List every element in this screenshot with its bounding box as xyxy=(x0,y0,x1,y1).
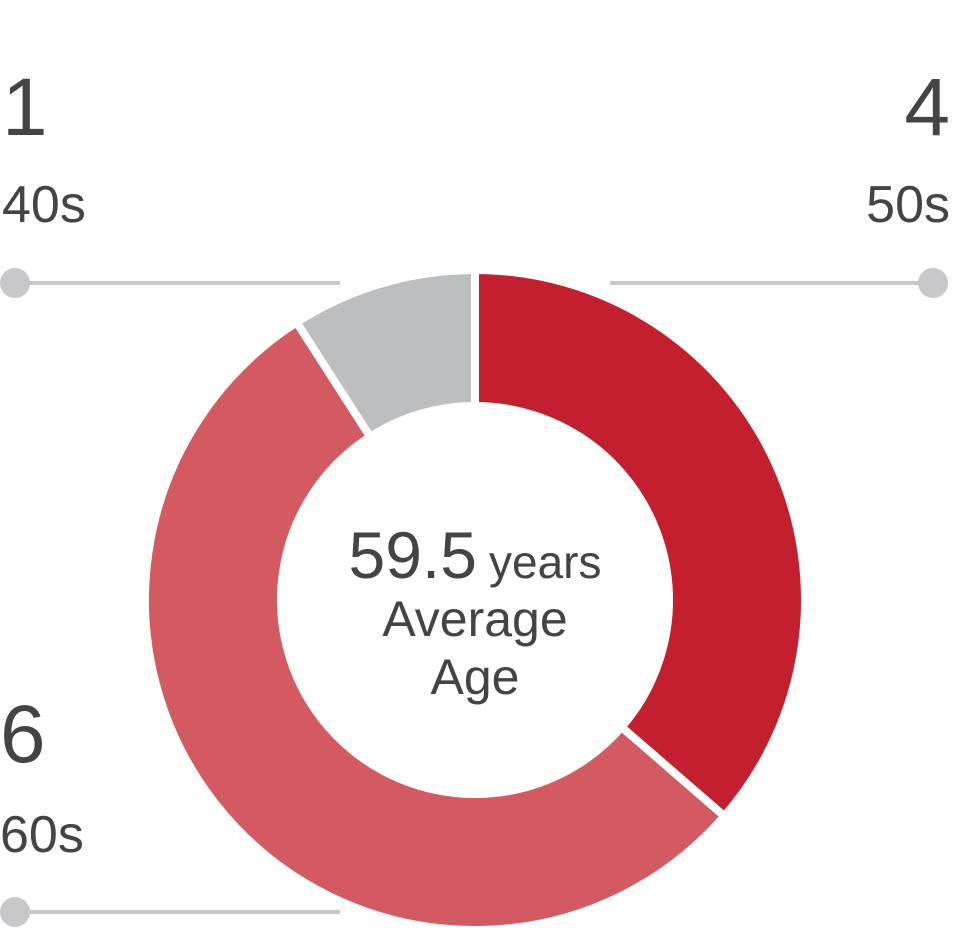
category-label: 50s xyxy=(866,176,950,234)
value-label: 6 xyxy=(0,689,46,780)
center-text: 59.5 years xyxy=(349,518,602,592)
center-label: Average Age xyxy=(382,591,568,705)
category-label: 40s xyxy=(2,176,86,234)
category-label: 60s xyxy=(0,806,84,864)
value-label: 1 xyxy=(2,62,48,153)
donut-slice xyxy=(141,316,731,934)
center-value: 59.5 xyxy=(349,518,477,592)
center-unit: years xyxy=(489,536,601,588)
value-label: 4 xyxy=(904,62,950,153)
donut-slice xyxy=(471,265,809,822)
